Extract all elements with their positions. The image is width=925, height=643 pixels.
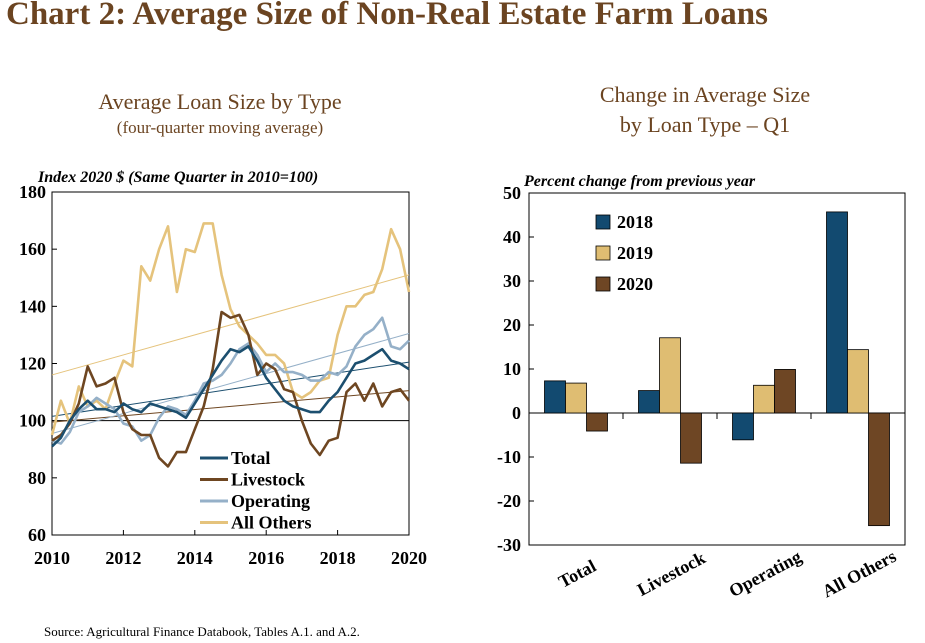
left-chart-subtitle: (four-quarter moving average) bbox=[116, 118, 324, 137]
right-y-tick-label-3: 20 bbox=[503, 315, 521, 335]
legend-label-2020: 2020 bbox=[617, 274, 653, 294]
legend-label-all-others: All Others bbox=[231, 513, 312, 533]
legend-swatch-2018 bbox=[595, 214, 611, 230]
left-x-tick-label-5: 2020 bbox=[391, 548, 427, 568]
series-line-total bbox=[51, 345, 410, 448]
chart-main-title: Chart 2: Average Size of Non-Real Estate… bbox=[6, 0, 768, 32]
bar-total-2019 bbox=[565, 382, 587, 414]
right-y-tick-label-7: -20 bbox=[497, 491, 521, 511]
bar-operating-2019 bbox=[753, 384, 775, 414]
bar-livestock-2020 bbox=[680, 412, 702, 464]
right-y-tick-label-5: 0 bbox=[512, 403, 521, 423]
legend-swatch-2020 bbox=[595, 276, 611, 292]
right-y-tick-label-0: 50 bbox=[503, 183, 521, 203]
left-chart-unit-label: Index 2020 $ (Same Quarter in 2010=100) bbox=[38, 169, 319, 186]
category-label-livestock: Livestock bbox=[634, 548, 709, 600]
left-y-tick-label-5: 160 bbox=[19, 239, 46, 259]
bar-all-others-2019 bbox=[847, 349, 869, 414]
bar-operating-2018 bbox=[732, 412, 754, 441]
category-label-total: Total bbox=[555, 556, 599, 592]
series-line-operating bbox=[51, 316, 410, 445]
left-y-tick-label-1: 80 bbox=[28, 468, 46, 488]
right-chart-unit-label: Percent change from previous year bbox=[524, 173, 756, 190]
left-chart-title: Average Loan Size by Type bbox=[98, 89, 342, 114]
bar-all-others-2018 bbox=[826, 211, 848, 414]
right-y-tick-label-1: 40 bbox=[503, 227, 521, 247]
left-x-tick-label-2: 2014 bbox=[177, 548, 213, 568]
right-y-tick-label-6: -10 bbox=[497, 447, 521, 467]
bar-total-2018 bbox=[544, 380, 566, 414]
left-y-tick-label-3: 120 bbox=[19, 354, 46, 374]
right-chart-title-line-2: by Loan Type – Q1 bbox=[619, 112, 791, 137]
legend-label-operating: Operating bbox=[231, 491, 310, 511]
right-y-tick-label-8: -30 bbox=[497, 535, 521, 555]
category-label-all-others: All Others bbox=[819, 546, 899, 601]
left-y-tick-label-4: 140 bbox=[19, 296, 46, 316]
trend-line-all-others bbox=[51, 274, 410, 376]
legend-label-total: Total bbox=[231, 448, 270, 468]
right-y-tick-label-2: 30 bbox=[503, 271, 521, 291]
series-line-all-others bbox=[50, 222, 411, 436]
bar-all-others-2020 bbox=[868, 412, 890, 527]
left-y-tick-label-6: 180 bbox=[19, 182, 46, 202]
trend-line-operating bbox=[51, 333, 410, 435]
left-x-tick-label-1: 2012 bbox=[105, 548, 141, 568]
right-y-tick-label-4: 10 bbox=[503, 359, 521, 379]
bar-livestock-2019 bbox=[659, 337, 681, 414]
source-note: Source: Agricultural Finance Databook, T… bbox=[44, 624, 360, 639]
legend-swatch-2019 bbox=[595, 245, 611, 261]
right-chart-title-line-1: Change in Average Size bbox=[599, 82, 811, 107]
left-y-tick-label-0: 60 bbox=[28, 525, 46, 545]
bar-livestock-2018 bbox=[638, 390, 660, 414]
series-line-livestock bbox=[51, 310, 411, 468]
left-y-tick-label-2: 100 bbox=[19, 411, 46, 431]
category-label-operating: Operating bbox=[726, 546, 805, 601]
left-x-tick-label-0: 2010 bbox=[34, 548, 70, 568]
left-x-tick-label-4: 2018 bbox=[320, 548, 356, 568]
legend-label-2019: 2019 bbox=[617, 243, 653, 263]
bar-total-2020 bbox=[586, 412, 608, 432]
legend-label-2018: 2018 bbox=[617, 212, 653, 232]
legend-label-livestock: Livestock bbox=[231, 470, 305, 490]
left-x-tick-label-3: 2016 bbox=[248, 548, 284, 568]
bar-operating-2020 bbox=[774, 369, 796, 414]
